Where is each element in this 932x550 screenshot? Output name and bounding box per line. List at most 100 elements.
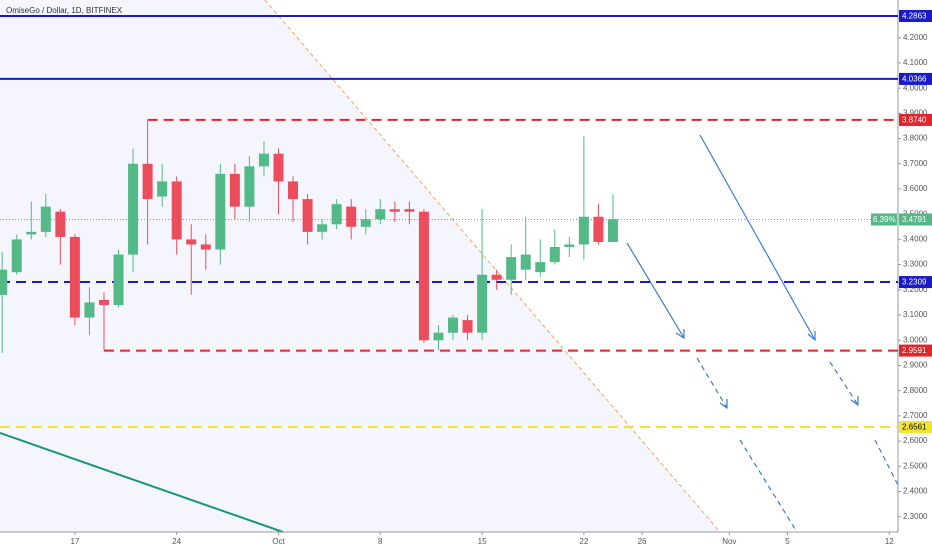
candle-body [0, 269, 8, 295]
y-tick-label: 4.1000 [903, 58, 928, 67]
candle-body [506, 257, 517, 280]
y-tick-label: 3.2000 [903, 285, 928, 294]
y-tick-label: 2.3000 [903, 512, 928, 521]
x-tick-label: 5 [785, 537, 790, 546]
arrow [696, 357, 728, 409]
candle-body [578, 216, 589, 245]
candle-body [157, 181, 168, 197]
y-tick-label: 2.6000 [903, 436, 928, 445]
candle-body [11, 239, 22, 273]
arrow-head [850, 396, 859, 407]
trend-line [264, 0, 721, 533]
level-label-box [899, 420, 932, 433]
candle-body [593, 216, 604, 242]
level-label-box [899, 113, 932, 126]
level-label: 4.0366 [902, 75, 927, 84]
candle-body [142, 163, 153, 200]
arrow-head [719, 399, 728, 410]
x-tick-label: 8 [378, 537, 383, 546]
candle-body [477, 274, 488, 333]
y-tick-label: 3.8000 [903, 134, 928, 143]
level-label-box [899, 344, 932, 357]
candle-body [520, 254, 531, 270]
y-tick-label: 3.9000 [903, 108, 928, 117]
candle-body [26, 231, 37, 235]
arrows [626, 134, 899, 533]
level-label: 4.2863 [902, 12, 927, 21]
level-label-box [899, 276, 932, 289]
level-label: 2.6561 [902, 423, 927, 432]
candle-body [128, 163, 139, 255]
candle-body [55, 211, 66, 237]
arrow [739, 439, 798, 533]
candle-body [69, 236, 80, 318]
candle-body [200, 244, 211, 250]
arrow [699, 134, 816, 341]
y-tick-label: 2.9000 [903, 361, 928, 370]
y-tick-label: 2.4000 [903, 487, 928, 496]
y-tick-label: 3.3000 [903, 260, 928, 269]
candle-body [215, 173, 226, 250]
candle-body [331, 204, 342, 225]
y-tick-label: 2.5000 [903, 461, 928, 470]
candle-body [375, 209, 386, 220]
candle-body [346, 206, 357, 227]
candle-body [40, 206, 51, 232]
candle-body [98, 299, 109, 305]
x-tick-label: 12 [885, 537, 894, 546]
candle-body [404, 209, 415, 212]
candle-body [186, 239, 197, 245]
trend-line [0, 432, 284, 533]
y-tick-label: 2.7000 [903, 411, 928, 420]
candle-body [389, 209, 400, 212]
level-label-box [899, 9, 932, 22]
candle-body [447, 317, 458, 333]
y-tick-label: 4.0000 [903, 83, 928, 92]
candle-body [84, 302, 95, 318]
last-price-label: 3.4791 [902, 215, 927, 224]
candle-body [607, 219, 618, 242]
level-label: 3.2309 [902, 278, 927, 287]
x-tick-label: 17 [70, 537, 79, 546]
candle-body [113, 254, 124, 305]
level-label: 3.8740 [902, 116, 927, 125]
candle-body [418, 211, 429, 341]
x-tick-label: Nov [722, 537, 736, 546]
level-label: 2.9591 [902, 346, 927, 355]
candle-body [564, 244, 575, 247]
y-tick-label: 2.8000 [903, 386, 928, 395]
candle-body [317, 224, 328, 232]
arrow-head [675, 329, 685, 340]
arrow [626, 242, 685, 339]
arrow-head [807, 331, 816, 342]
x-tick-label: 26 [638, 537, 647, 546]
candle-body [229, 173, 240, 207]
x-tick-label: 24 [172, 537, 181, 546]
candle-body [549, 246, 560, 263]
candle-body [273, 153, 284, 182]
y-tick-label: 3.4000 [903, 235, 928, 244]
y-tick-label: 3.6000 [903, 184, 928, 193]
level-label-box [899, 72, 932, 85]
candle-body [491, 274, 502, 280]
x-tick-label: Oct [272, 537, 285, 546]
x-tick-label: 22 [579, 537, 588, 546]
last-price-box [899, 213, 932, 226]
y-tick-label: 3.0000 [903, 335, 928, 344]
x-tick-label: 15 [478, 537, 487, 546]
candle-body [302, 199, 313, 232]
shaded-zone [0, 0, 720, 532]
candle-body [360, 219, 371, 227]
candle-body [244, 166, 255, 207]
chart-title: OmiseGo / Dollar, 1D, BITFINEX [6, 6, 123, 15]
candle-body [171, 181, 182, 240]
candle-body [535, 262, 546, 273]
candle-body [433, 332, 444, 341]
candle-body [462, 320, 473, 333]
change-label: 6.39% [873, 215, 896, 224]
y-tick-label: 3.1000 [903, 310, 928, 319]
y-tick-label: 3.7000 [903, 159, 928, 168]
change-box [871, 213, 897, 226]
